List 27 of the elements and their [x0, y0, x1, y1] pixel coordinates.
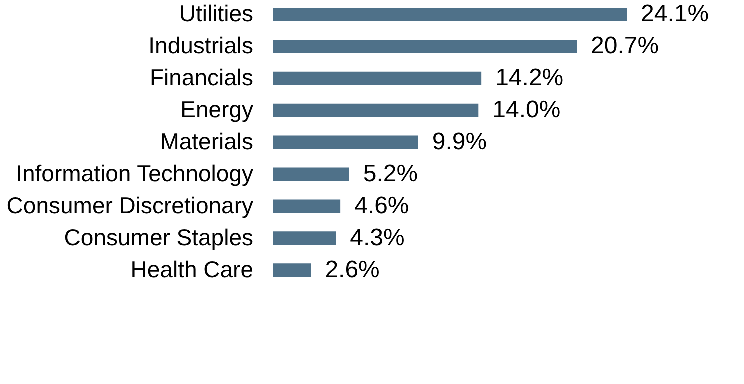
bar: [273, 136, 418, 150]
y-tick-label: Financials: [150, 64, 254, 91]
bar: [273, 104, 479, 118]
y-tick-label: Health Care: [130, 256, 254, 282]
y-tick-label: Materials: [160, 128, 254, 154]
bar: [273, 40, 578, 54]
bar: [273, 264, 312, 278]
y-tick-label: Consumer Discretionary: [6, 192, 254, 218]
data-label: 14.2%: [496, 64, 564, 92]
bar: [273, 232, 336, 246]
bar: [273, 200, 341, 214]
y-tick-label: Utilities: [179, 0, 254, 27]
data-label: 5.2%: [363, 160, 418, 188]
bar: [273, 168, 350, 182]
data-label: 9.9%: [432, 128, 488, 156]
bar: [273, 72, 482, 86]
data-label: 2.6%: [325, 256, 380, 284]
data-label: 24.1%: [641, 0, 710, 28]
data-label: 4.6%: [354, 192, 410, 220]
y-tick-label: Industrials: [148, 32, 254, 59]
y-tick-label: Consumer Staples: [64, 224, 254, 250]
data-label: 4.3%: [350, 224, 405, 252]
data-label: 20.7%: [591, 32, 660, 60]
y-tick-label: Energy: [180, 96, 254, 123]
bar: [273, 8, 627, 22]
y-tick-label: Information Technology: [16, 160, 254, 186]
data-label: 14.0%: [492, 96, 561, 124]
